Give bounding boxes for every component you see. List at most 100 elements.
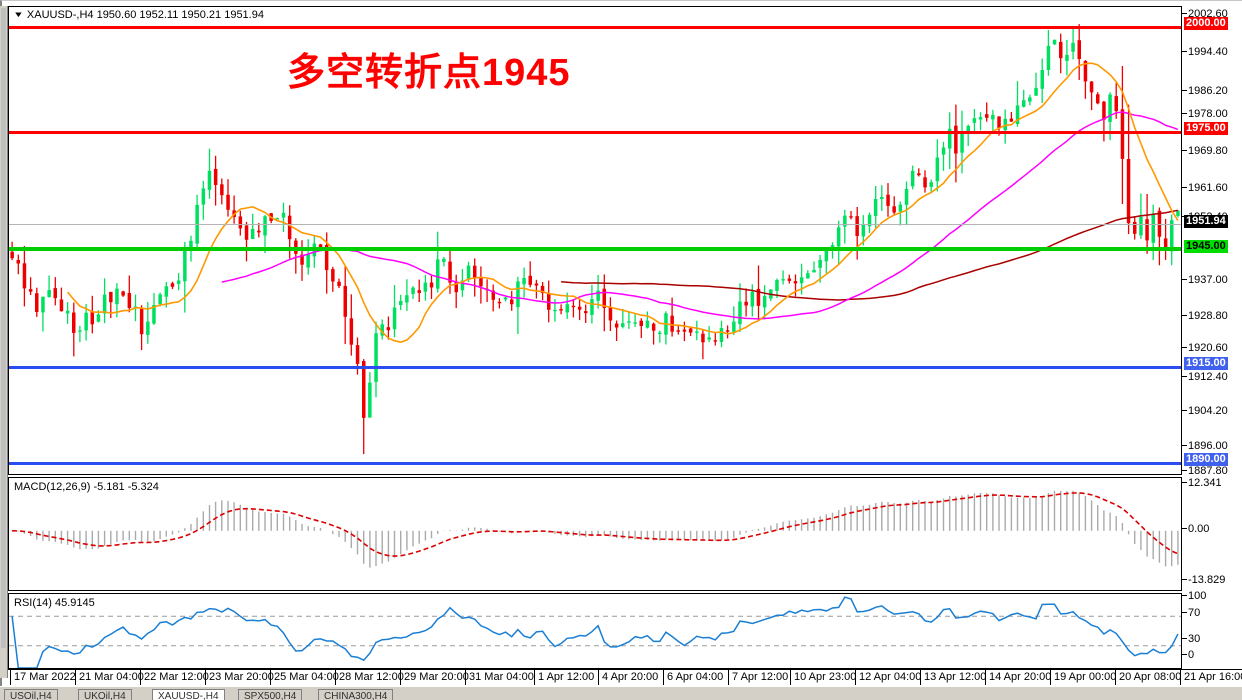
time-axis-tick	[465, 670, 466, 685]
price-axis-tick-label: 1969.80	[1188, 145, 1228, 157]
price-chart-canvas: ▼ XAUUSD-,H4 1950.60 1952.11 1950.21 1951…	[9, 7, 1181, 474]
time-axis-label: 17 Mar 2022	[14, 671, 76, 683]
price-axis-tick-label: 1978.00	[1188, 108, 1228, 120]
time-axis-label: 6 Apr 04:00	[667, 671, 724, 683]
chart-tab[interactable]: SPX500,H4	[238, 689, 303, 700]
time-axis-tick	[1050, 670, 1051, 685]
macd-label: MACD(12,26,9) -5.181 -5.324	[14, 481, 159, 493]
price-axis-tick: 1904.20	[1182, 405, 1228, 417]
chart-tab[interactable]: CHINA300,H4	[318, 689, 394, 700]
time-axis-tick	[985, 670, 986, 685]
price-axis-price-tag: 2000.00	[1184, 17, 1228, 30]
vertical-scrollbar-thumb[interactable]	[1, 8, 6, 648]
time-axis-label: 13 Apr 12:00	[924, 671, 987, 683]
rsi-axis-tick-label: 30	[1188, 633, 1201, 645]
price-axis-tick-label: 1896.00	[1188, 440, 1228, 452]
rsi-axis-tick: 0	[1182, 649, 1194, 661]
price-axis-price-tag: 1975.00	[1184, 122, 1228, 135]
price-axis-tick: 1887.80	[1182, 465, 1228, 477]
time-axis-tick	[140, 670, 141, 685]
level-line-1975	[9, 131, 1181, 134]
price-chart-pane[interactable]: ▼ XAUUSD-,H4 1950.60 1952.11 1950.21 1951…	[8, 6, 1182, 475]
macd-axis-tick: 12.341	[1182, 477, 1222, 489]
symbol-header-text: XAUUSD-,H4 1950.60 1952.11 1950.21 1951.…	[26, 9, 264, 21]
time-axis-tick	[400, 670, 401, 685]
time-axis-tick	[790, 670, 791, 685]
symbol-header: ▼ XAUUSD-,H4 1950.60 1952.11 1950.21 1951…	[13, 9, 264, 21]
macd-axis-tick: -13.829	[1182, 574, 1225, 586]
time-axis-tick	[728, 670, 729, 685]
collapse-arrow-icon[interactable]: ▼	[13, 10, 24, 20]
time-axis-tick	[10, 670, 11, 685]
time-axis[interactable]: 17 Mar 2022 21 Mar 04:00 22 Mar 12:00 23 Ma…	[8, 669, 1242, 685]
time-axis-tick	[920, 670, 921, 685]
vertical-scrollbar[interactable]	[0, 6, 8, 678]
time-axis-label: 19 Apr 00:00	[1054, 671, 1117, 683]
price-axis-price-tag: 1915.00	[1184, 357, 1228, 370]
time-axis-tick	[205, 670, 206, 685]
price-axis-tick: 1896.00	[1182, 440, 1228, 452]
macd-axis-tick-label: 0.00	[1188, 523, 1210, 535]
price-axis[interactable]: 2002.60 1994.40 1986.20 1978.00 1969.80 1961.…	[1182, 6, 1242, 477]
rsi-axis-tick: 100	[1182, 590, 1206, 602]
macd-pane[interactable]: MACD(12,26,9) -5.181 -5.324	[8, 477, 1182, 591]
rsi-canvas: RSI(14) 45.9145	[9, 594, 1181, 668]
price-axis-tick: 1920.60	[1182, 342, 1228, 354]
time-axis-tick	[663, 670, 664, 685]
price-axis-tick: 1969.80	[1182, 145, 1228, 157]
level-line-current	[9, 224, 1181, 225]
price-axis-tick-label: 1961.60	[1188, 182, 1228, 194]
time-axis-label: 10 Apr 23:00	[794, 671, 857, 683]
rsi-series	[9, 596, 1181, 668]
price-axis-tick-label: 1904.20	[1188, 405, 1228, 417]
level-line-2000	[9, 26, 1181, 29]
price-axis-tick: 1937.00	[1182, 274, 1228, 286]
price-axis-tick: 1994.40	[1182, 46, 1228, 58]
price-axis-tick-label: 1928.80	[1188, 310, 1228, 322]
macd-axis-tick-label: -13.829	[1188, 574, 1226, 586]
rsi-axis-tick-label: 100	[1188, 590, 1207, 602]
rsi-pane[interactable]: RSI(14) 45.9145	[8, 593, 1182, 669]
time-axis-tick	[335, 670, 336, 685]
rsi-axis-tick-label: 70	[1188, 607, 1201, 619]
price-axis-tick-label: 1994.40	[1188, 46, 1228, 58]
chart-tab[interactable]: USOil,H4	[4, 689, 58, 700]
rsi-label: RSI(14) 45.9145	[14, 597, 95, 609]
price-axis-tick-label: 1937.00	[1188, 274, 1228, 286]
chart-tab[interactable]: XAUUSD-,H4	[152, 689, 225, 700]
macd-canvas: MACD(12,26,9) -5.181 -5.324	[9, 478, 1181, 590]
time-axis-tick	[855, 670, 856, 685]
time-axis-label: 29 Mar 20:00	[404, 671, 469, 683]
time-axis-tick	[534, 670, 535, 685]
time-axis-label: 23 Mar 20:00	[209, 671, 274, 683]
level-line-1915	[9, 366, 1181, 369]
time-axis-label: 28 Mar 12:00	[339, 671, 404, 683]
price-axis-price-tag: 1945.00	[1184, 240, 1228, 253]
macd-axis[interactable]: 12.341 0.00 -13.829	[1182, 477, 1242, 591]
time-axis-tick	[598, 670, 599, 685]
macd-series	[12, 490, 1179, 568]
time-axis-tick	[1115, 670, 1116, 685]
price-axis-tick-label: 1887.80	[1188, 465, 1228, 477]
price-axis-tick: 1986.20	[1182, 85, 1228, 97]
time-axis-tick	[75, 670, 76, 685]
time-axis-label: 4 Apr 20:00	[602, 671, 659, 683]
rsi-axis[interactable]: 100 70 30 0	[1182, 590, 1242, 669]
time-axis-label: 20 Apr 08:00	[1119, 671, 1182, 683]
chart-tab[interactable]: UKOil,H4	[78, 689, 132, 700]
time-axis-label: 25 Mar 04:00	[274, 671, 339, 683]
price-axis-price-tag: 1890.00	[1184, 453, 1228, 466]
price-axis-tick-label: 1986.20	[1188, 85, 1228, 97]
chart-annotation-text: 多空转折点1945	[287, 52, 571, 94]
level-line-1945	[9, 247, 1181, 251]
time-axis-label: 31 Mar 04:00	[469, 671, 534, 683]
time-axis-label: 1 Apr 12:00	[538, 671, 595, 683]
macd-axis-tick: 0.00	[1182, 523, 1209, 535]
level-line-1890	[9, 462, 1181, 465]
price-axis-tick: 1928.80	[1182, 310, 1228, 322]
chart-tab-bar[interactable]: USOil,H4 UKOil,H4 XAUUSD-,H4 SPX500,H4 CHINA…	[0, 686, 1242, 700]
rsi-axis-tick: 30	[1182, 633, 1200, 645]
rsi-axis-tick-label: 0	[1188, 649, 1195, 661]
price-axis-tick: 1912.40	[1182, 371, 1228, 383]
